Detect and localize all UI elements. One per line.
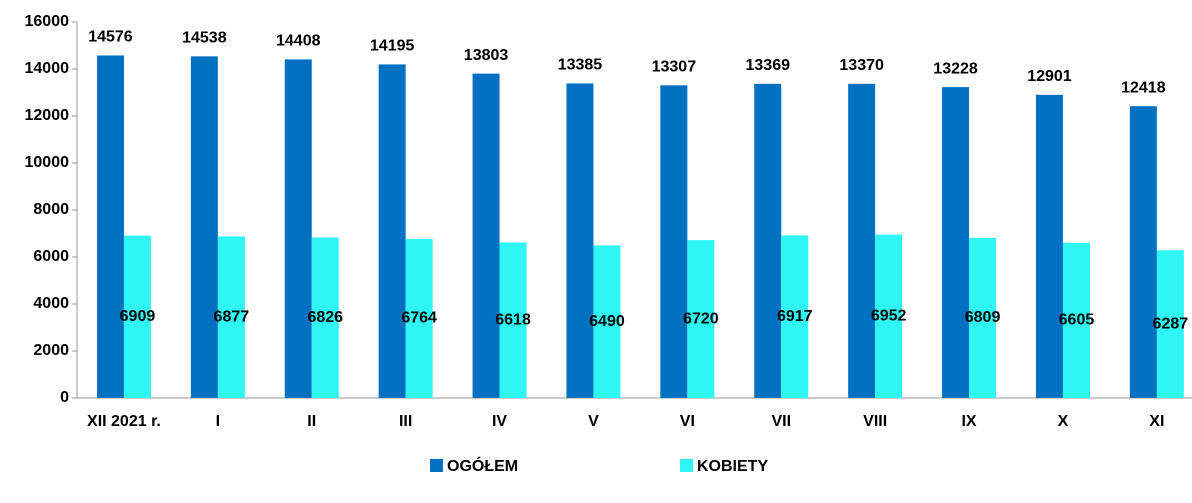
- x-tick-label: XII 2021 r.: [87, 413, 161, 430]
- value-label: 6605: [1059, 312, 1095, 329]
- y-tick-label: 10000: [25, 154, 70, 171]
- bar: [566, 83, 594, 398]
- bar: [754, 83, 782, 399]
- x-tick-label: VI: [680, 413, 695, 430]
- bar: [405, 239, 433, 398]
- bar: [969, 237, 997, 398]
- x-tick-label: IV: [492, 413, 507, 430]
- bar: [123, 235, 151, 398]
- x-tick-label: XI: [1149, 413, 1164, 430]
- bar: [190, 56, 218, 399]
- y-tick-label: 8000: [33, 201, 69, 218]
- value-label: 13370: [839, 57, 884, 74]
- y-tick-label: 0: [60, 389, 69, 406]
- x-tick-label: V: [588, 413, 599, 430]
- y-tick-label: 12000: [25, 107, 70, 124]
- value-label: 14408: [276, 33, 321, 50]
- bar: [472, 73, 500, 398]
- bar: [687, 240, 715, 398]
- x-tick-label: VII: [771, 413, 791, 430]
- y-tick-label: 16000: [25, 13, 70, 30]
- bar: [217, 236, 245, 398]
- bar: [781, 235, 809, 398]
- x-tick-label: VIII: [863, 413, 887, 430]
- bar: [942, 87, 970, 398]
- value-label: 6909: [120, 308, 156, 325]
- value-label: 6720: [683, 310, 719, 327]
- value-label: 14195: [370, 38, 415, 55]
- x-tick-label: IX: [961, 413, 976, 430]
- value-label: 12418: [1121, 79, 1166, 96]
- bar: [660, 85, 688, 399]
- value-label: 6809: [965, 309, 1001, 326]
- bar: [1129, 106, 1157, 398]
- legend-swatch: [430, 459, 443, 472]
- bar: [378, 64, 406, 398]
- value-label: 6764: [401, 310, 437, 327]
- x-tick-label: I: [216, 413, 220, 430]
- value-label: 6952: [871, 308, 907, 325]
- value-label: 6826: [307, 309, 343, 326]
- y-tick-label: 2000: [33, 342, 69, 359]
- bar: [1035, 94, 1063, 398]
- bar: [284, 59, 312, 399]
- bar: [1156, 250, 1184, 398]
- value-label: 14576: [88, 29, 133, 46]
- value-label: 12901: [1027, 68, 1072, 85]
- legend-label: OGÓŁEM: [447, 456, 518, 475]
- legend-swatch: [680, 459, 693, 472]
- value-label: 14538: [182, 30, 227, 47]
- y-tick-label: 14000: [25, 60, 70, 77]
- value-label: 6287: [1153, 315, 1189, 332]
- value-label: 13369: [746, 57, 791, 74]
- y-tick-label: 4000: [33, 295, 69, 312]
- value-label: 13307: [652, 59, 697, 76]
- value-label: 6917: [777, 308, 813, 325]
- bar: [311, 237, 339, 398]
- value-label: 6877: [214, 308, 250, 325]
- bar: [499, 242, 527, 398]
- y-tick-label: 6000: [33, 248, 69, 265]
- bar: [875, 234, 903, 398]
- value-label: 13803: [464, 47, 509, 64]
- x-tick-label: X: [1058, 413, 1069, 430]
- legend-label: KOBIETY: [697, 458, 768, 475]
- bar: [1062, 242, 1090, 398]
- value-label: 6490: [589, 313, 625, 330]
- bar: [848, 83, 876, 399]
- x-tick-label: II: [307, 413, 316, 430]
- value-label: 13228: [933, 60, 978, 77]
- bar: [96, 55, 124, 399]
- value-label: 6618: [495, 311, 531, 328]
- value-label: 13385: [558, 57, 603, 74]
- bar: [593, 245, 621, 398]
- x-tick-label: III: [399, 413, 412, 430]
